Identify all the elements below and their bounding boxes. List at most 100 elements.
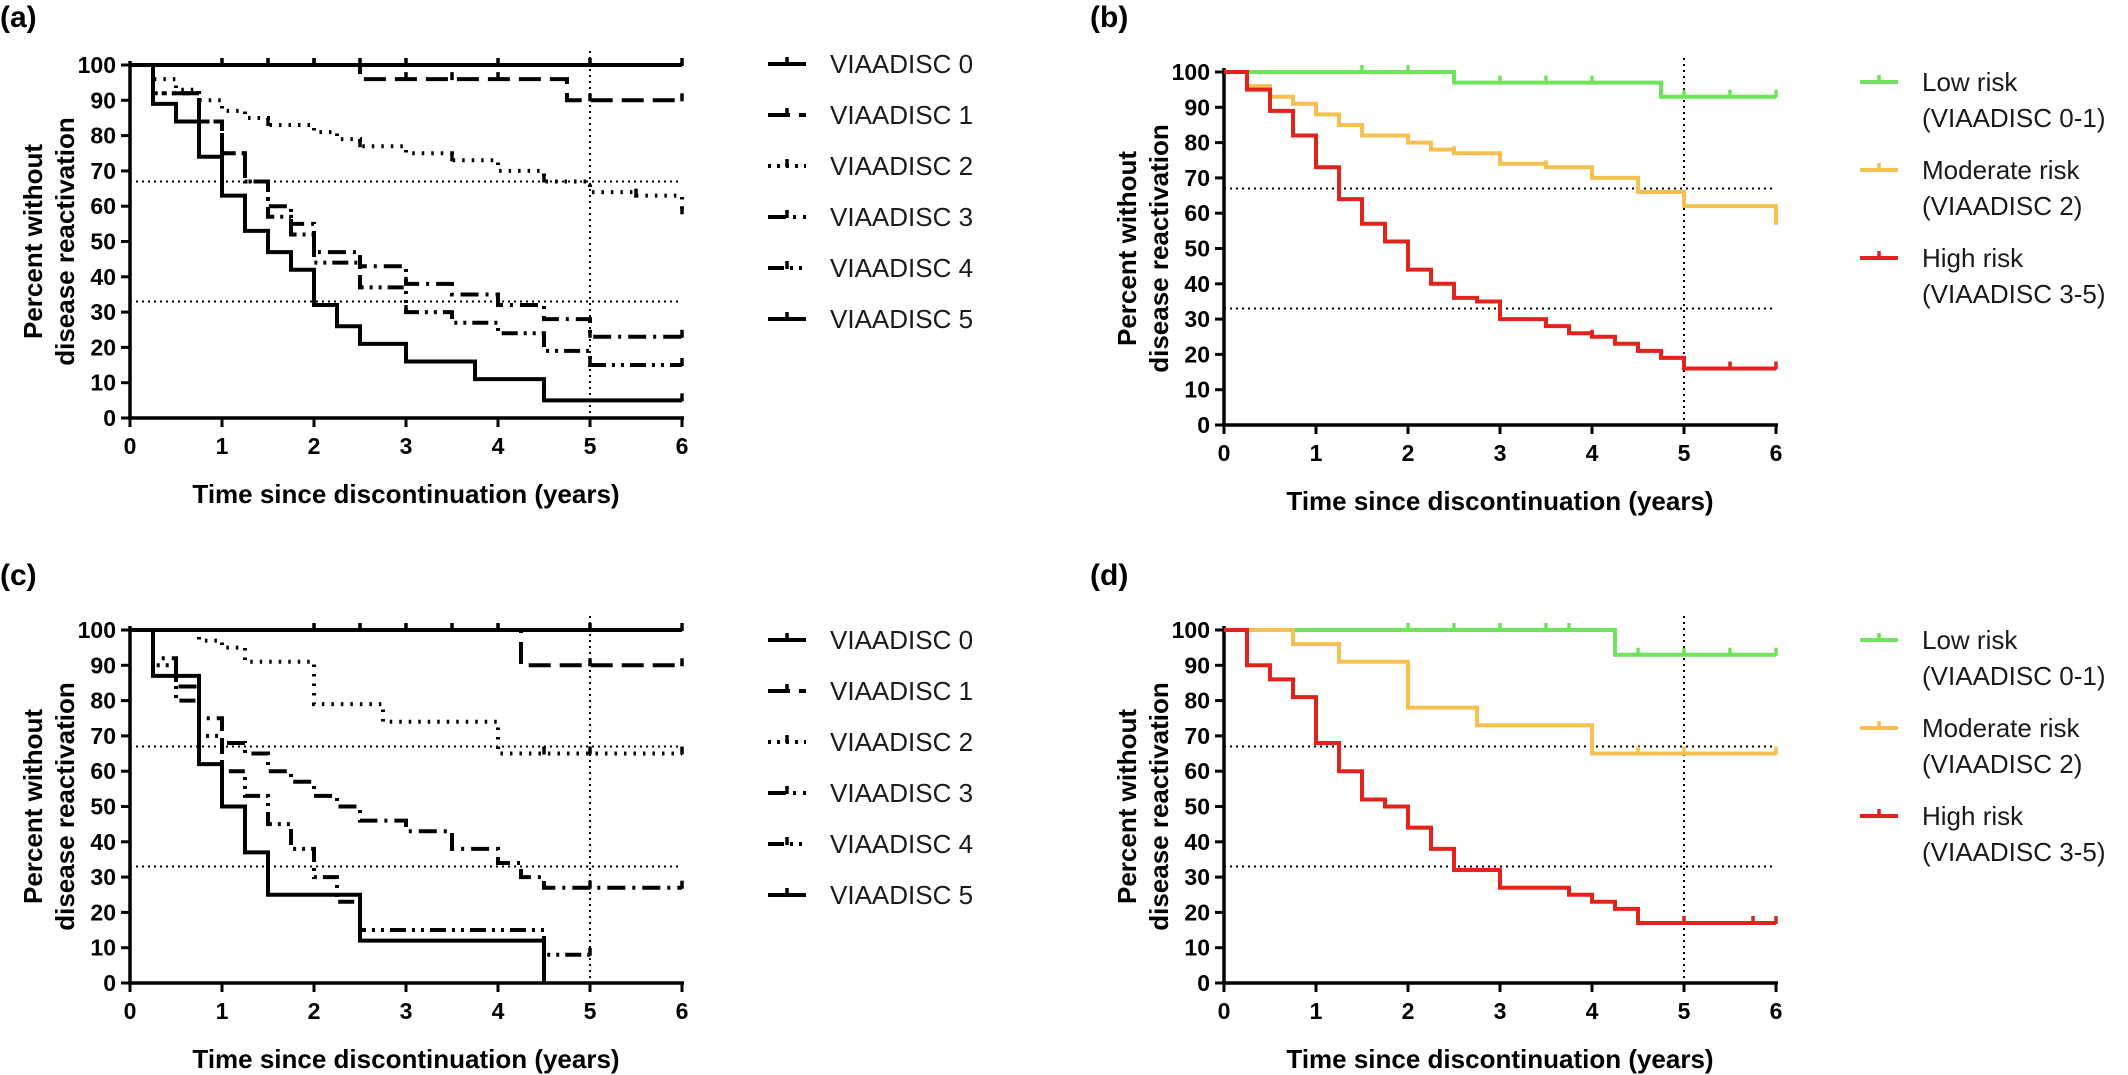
series-line	[1224, 70, 1776, 99]
y-tick-label: 100	[78, 617, 116, 643]
legend-label: Moderate risk (VIAADISC 2)	[1922, 713, 2082, 779]
y-tick-label: 50	[90, 229, 116, 255]
y-axis-label-line: Percent without	[1112, 151, 1142, 346]
y-axis-label-line: disease reactivation	[50, 682, 80, 931]
series-line	[130, 63, 682, 368]
y-tick-label: 80	[90, 688, 116, 714]
panel-label: (a)	[0, 1, 37, 34]
legend-label: VIAADISC 5	[830, 304, 973, 334]
legend-label: VIAADISC 1	[830, 100, 973, 130]
x-tick-label: 2	[308, 998, 321, 1024]
x-tick-label: 6	[1770, 440, 1783, 466]
y-tick-label: 0	[1197, 412, 1210, 438]
panel-a: (a)0 1 2 3 4 5 60102030405060708090100Percent …	[0, 1, 973, 509]
x-tick-label: 1	[216, 998, 229, 1024]
y-tick-label: 20	[90, 334, 116, 360]
y-axis-label-line: Percent without	[18, 709, 48, 904]
y-tick-label: 70	[1184, 723, 1210, 749]
x-tick-label: 2	[308, 433, 321, 459]
y-tick-label: 0	[103, 405, 116, 431]
legend-label: VIAADISC 1	[830, 676, 973, 706]
x-tick-label: 0	[1218, 440, 1231, 466]
x-tick-label: 2	[1402, 440, 1415, 466]
series-line	[130, 63, 684, 214]
y-tick-label: 30	[1184, 864, 1210, 890]
legend-label-line: (VIAADISC 3-5)	[1922, 837, 2106, 867]
legend-label-line: (VIAADISC 0-1)	[1922, 661, 2106, 691]
series-line	[1224, 628, 1776, 756]
y-tick-label: 70	[90, 723, 116, 749]
x-tick-label: 6	[1770, 998, 1783, 1024]
y-tick-label: 10	[1184, 377, 1210, 403]
y-tick-label: 60	[1184, 758, 1210, 784]
legend-label-line: High risk	[1922, 243, 2024, 273]
panel-label: (c)	[0, 559, 37, 592]
legend-label: High risk (VIAADISC 3-5)	[1922, 243, 2106, 309]
series-line	[130, 63, 682, 403]
y-tick-label: 30	[1184, 306, 1210, 332]
x-tick-label: 4	[492, 433, 505, 459]
y-tick-label: 10	[1184, 935, 1210, 961]
y-axis-label-line: disease reactivation	[1144, 124, 1174, 373]
y-tick-label: 90	[90, 87, 116, 113]
legend-label: VIAADISC 0	[830, 49, 973, 79]
x-tick-label: 6	[676, 998, 689, 1024]
y-tick-label: 50	[1184, 794, 1210, 820]
y-tick-label: 0	[103, 970, 116, 996]
legend-label: High risk (VIAADISC 3-5)	[1922, 801, 2106, 867]
x-tick-label: 0	[124, 998, 137, 1024]
x-tick-label: 1	[216, 433, 229, 459]
legend-label-line: (VIAADISC 2)	[1922, 191, 2082, 221]
legend-label-line: Low risk	[1922, 625, 2018, 655]
y-tick-label: 0	[1197, 970, 1210, 996]
legend-label-line: (VIAADISC 3-5)	[1922, 279, 2106, 309]
legend-label: VIAADISC 2	[830, 727, 973, 757]
x-tick-label: 0	[124, 433, 137, 459]
panel-b: (b)0 1 2 3 4 5 60102030405060708090100Percent …	[1090, 1, 2106, 516]
y-tick-label: 90	[1184, 652, 1210, 678]
x-tick-label: 5	[1678, 998, 1691, 1024]
y-tick-label: 60	[90, 758, 116, 784]
legend-label: VIAADISC 0	[830, 625, 973, 655]
y-tick-label: 20	[1184, 341, 1210, 367]
legend-label: VIAADISC 2	[830, 151, 973, 181]
x-tick-label: 4	[1586, 998, 1599, 1024]
panel-label: (d)	[1090, 559, 1128, 592]
x-tick-label: 3	[1494, 998, 1507, 1024]
y-tick-label: 30	[90, 299, 116, 325]
legend-label: Low risk (VIAADISC 0-1)	[1922, 67, 2106, 133]
x-axis-label: Time since discontinuation (years)	[1286, 486, 1713, 516]
series-line	[1224, 70, 1778, 224]
x-axis-label: Time since discontinuation (years)	[192, 479, 619, 509]
y-tick-label: 100	[1172, 617, 1210, 643]
y-tick-label: 40	[1184, 271, 1210, 297]
y-tick-label: 50	[1184, 236, 1210, 262]
y-tick-label: 20	[90, 899, 116, 925]
y-tick-label: 80	[1184, 130, 1210, 156]
x-tick-label: 0	[1218, 998, 1231, 1024]
x-tick-label: 5	[1678, 440, 1691, 466]
legend-label: VIAADISC 3	[830, 202, 973, 232]
panel-c: (c)0 1 2 3 4 5 60102030405060708090100Percent …	[0, 559, 973, 1074]
y-tick-label: 10	[90, 935, 116, 961]
series-line	[130, 63, 682, 103]
y-tick-label: 40	[90, 829, 116, 855]
series-line	[1224, 628, 1776, 925]
y-axis-label-line: disease reactivation	[50, 117, 80, 366]
x-tick-label: 1	[1310, 440, 1323, 466]
y-tick-label: 80	[90, 123, 116, 149]
x-tick-label: 3	[1494, 440, 1507, 466]
legend-label: VIAADISC 5	[830, 880, 973, 910]
x-axis-label: Time since discontinuation (years)	[1286, 1044, 1713, 1074]
series-line	[130, 63, 682, 339]
y-tick-label: 100	[1172, 59, 1210, 85]
y-axis-label: Percent withoutdisease reactivation	[1112, 124, 1174, 373]
x-tick-label: 6	[676, 433, 689, 459]
y-tick-label: 50	[90, 794, 116, 820]
y-tick-label: 40	[1184, 829, 1210, 855]
legend-label: VIAADISC 4	[830, 829, 973, 859]
y-tick-label: 60	[90, 193, 116, 219]
y-axis-label: Percent withoutdisease reactivation	[18, 117, 80, 366]
legend-label-line: (VIAADISC 2)	[1922, 749, 2082, 779]
